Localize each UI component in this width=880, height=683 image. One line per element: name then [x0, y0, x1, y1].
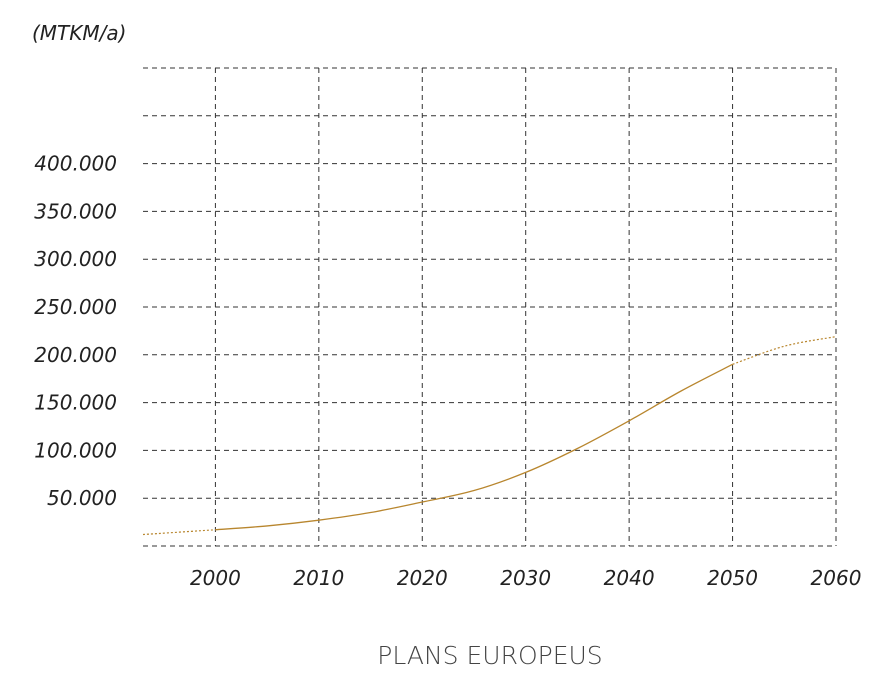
y-axis-unit: (MTKM/a) [32, 21, 126, 45]
x-tick-label: 2040 [604, 566, 655, 590]
series-group [142, 336, 837, 536]
x-tick-label: 2060 [811, 566, 862, 590]
y-tick-label: 350.000 [34, 199, 117, 223]
series-line [215, 363, 733, 531]
x-tick-label: 2000 [190, 566, 241, 590]
x-tick-labels: 2000 2010 2020 2030 2040 2050 2060 [190, 566, 862, 590]
series-line-dotted-end [732, 336, 837, 365]
y-tick-label: 200.000 [34, 343, 117, 367]
x-tick-label: 2010 [293, 566, 344, 590]
chart-title: PLANS EUROPEUS [377, 641, 602, 670]
x-tick-label: 2020 [397, 566, 448, 590]
x-tick-label: 2050 [707, 566, 758, 590]
y-tick-label: 250.000 [34, 295, 117, 319]
y-tick-label: 50.000 [47, 486, 117, 510]
y-tick-label: 300.000 [34, 247, 117, 271]
y-tick-labels: 50.000 100.000 150.000 200.000 250.000 300.00… [34, 152, 117, 511]
x-tick-label: 2030 [500, 566, 551, 590]
y-tick-label: 100.000 [34, 438, 117, 462]
series-line-dotted-start [142, 529, 216, 536]
grid [143, 67, 837, 547]
y-tick-label: 150.000 [34, 391, 117, 415]
y-tick-label: 400.000 [34, 152, 117, 176]
